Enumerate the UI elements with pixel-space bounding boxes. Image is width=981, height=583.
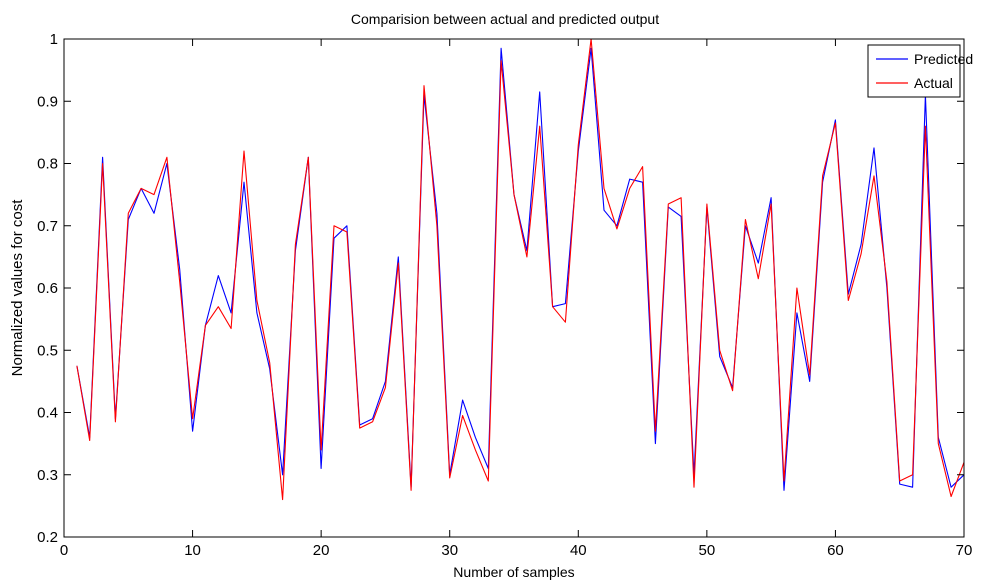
legend: Predicted Actual bbox=[867, 44, 973, 98]
plot-area bbox=[64, 39, 964, 537]
x-tick-label: 30 bbox=[441, 542, 458, 559]
y-tick-label: 0.6 bbox=[37, 280, 58, 297]
legend-box bbox=[867, 44, 961, 98]
x-axis-label: Number of samples bbox=[453, 564, 574, 580]
y-tick-label: 0.5 bbox=[37, 342, 58, 359]
legend-label-actual: Actual bbox=[914, 75, 953, 91]
y-tick-label: 0.9 bbox=[37, 93, 58, 110]
y-tick-label: 1 bbox=[50, 31, 58, 48]
x-tick-label: 60 bbox=[827, 542, 844, 559]
x-axis: 0 10 20 30 40 50 60 70 bbox=[60, 39, 973, 559]
x-tick-label: 70 bbox=[956, 542, 973, 559]
y-tick-label: 0.4 bbox=[37, 405, 58, 422]
x-tick-label: 10 bbox=[184, 542, 201, 559]
x-tick-label: 0 bbox=[60, 542, 68, 559]
y-tick-label: 0.2 bbox=[37, 529, 58, 546]
y-tick-label: 0.8 bbox=[37, 156, 58, 173]
y-axis-label: Normalized values for cost bbox=[9, 199, 26, 377]
legend-label-predicted: Predicted bbox=[914, 51, 973, 67]
x-tick-label: 40 bbox=[570, 542, 587, 559]
y-tick-label: 0.3 bbox=[37, 467, 58, 484]
x-tick-label: 50 bbox=[699, 542, 716, 559]
x-tick-label: 20 bbox=[313, 542, 330, 559]
chart-title: Comparision between actual and predicted… bbox=[351, 11, 659, 27]
series-line-actual bbox=[76, 38, 965, 501]
y-tick-label: 0.7 bbox=[37, 218, 58, 235]
y-axis: 0.2 0.3 0.4 0.5 0.6 0.7 0.8 0.9 1 bbox=[37, 31, 964, 546]
series-lines bbox=[76, 38, 965, 501]
